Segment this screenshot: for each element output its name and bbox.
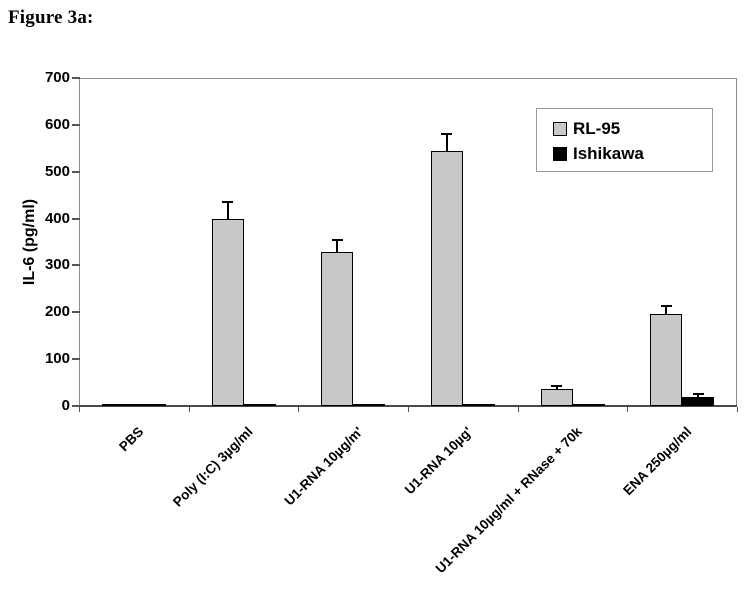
- bar-rl-95-0: [101, 404, 134, 406]
- legend-item-rl95: RL-95: [553, 117, 712, 140]
- y-tick-label: 400: [44, 209, 70, 227]
- x-category-label: ENA 250µg/ml: [620, 424, 695, 499]
- x-category-label: Poly (I:C) 3µg/ml: [170, 424, 257, 510]
- x-category-label: PBS: [116, 424, 147, 455]
- y-tick-mark: [72, 217, 80, 220]
- x-category-label: U1-RNA 10µg': [402, 424, 476, 498]
- error-bar-stem: [445, 132, 448, 151]
- error-bar-cap: [222, 200, 233, 203]
- y-tick-mark: [72, 123, 80, 126]
- legend-swatch-rl95-icon: [553, 121, 567, 136]
- y-tick-label: 100: [44, 350, 70, 368]
- bar-ishikawa-1: [243, 404, 276, 406]
- y-tick-mark: [72, 77, 80, 79]
- x-tick-mark: [408, 407, 409, 412]
- error-bar-stem: [697, 392, 700, 397]
- legend-swatch-ishikawa-icon: [553, 146, 567, 161]
- figure-title: Figure 3a:: [8, 7, 94, 28]
- x-tick-mark: [737, 407, 738, 412]
- x-tick-mark: [517, 407, 519, 412]
- legend-label-ishikawa: Ishikawa: [573, 144, 644, 163]
- y-tick-mark: [72, 264, 80, 267]
- y-tick-label: 0: [61, 397, 70, 414]
- x-category-label: U1-RNA 10µg/m': [281, 424, 366, 509]
- bar-rl-95-4: [540, 389, 573, 406]
- y-tick-label: 300: [44, 256, 70, 274]
- error-bar-stem: [226, 200, 229, 219]
- y-tick-mark: [72, 311, 80, 314]
- y-tick-mark: [72, 405, 80, 407]
- legend: RL-95 Ishikawa: [536, 108, 713, 172]
- bar-rl-95-5: [650, 314, 683, 406]
- error-bar-cap: [692, 392, 704, 395]
- error-bar-stem: [665, 304, 668, 314]
- bar-ishikawa-4: [572, 404, 605, 406]
- x-tick-mark: [298, 407, 300, 412]
- error-bar-cap: [331, 239, 343, 242]
- x-axis-line: [79, 405, 737, 407]
- y-tick-mark: [72, 358, 80, 361]
- bar-rl-95-2: [321, 252, 354, 406]
- x-tick-mark: [188, 407, 190, 412]
- y-tick-label: 500: [44, 162, 70, 180]
- y-tick-label: 700: [44, 69, 70, 86]
- error-bar-stem: [336, 239, 339, 252]
- y-tick-label: 200: [44, 303, 70, 321]
- bar-ishikawa-5: [682, 397, 715, 406]
- bar-ishikawa-0: [133, 404, 166, 406]
- y-tick-mark: [72, 170, 80, 173]
- bar-ishikawa-3: [462, 404, 495, 406]
- bar-rl-95-3: [430, 151, 463, 406]
- y-tick-label: 600: [44, 115, 70, 133]
- bar-rl-95-1: [211, 219, 244, 406]
- x-tick-mark: [79, 407, 80, 412]
- x-tick-mark: [627, 407, 629, 412]
- legend-item-ishikawa: Ishikawa: [553, 142, 712, 165]
- legend-label-rl95: RL-95: [573, 119, 621, 138]
- error-bar-cap: [441, 132, 453, 135]
- error-bar-cap: [551, 385, 562, 388]
- bar-ishikawa-2: [353, 404, 386, 406]
- error-bar-cap: [660, 304, 672, 307]
